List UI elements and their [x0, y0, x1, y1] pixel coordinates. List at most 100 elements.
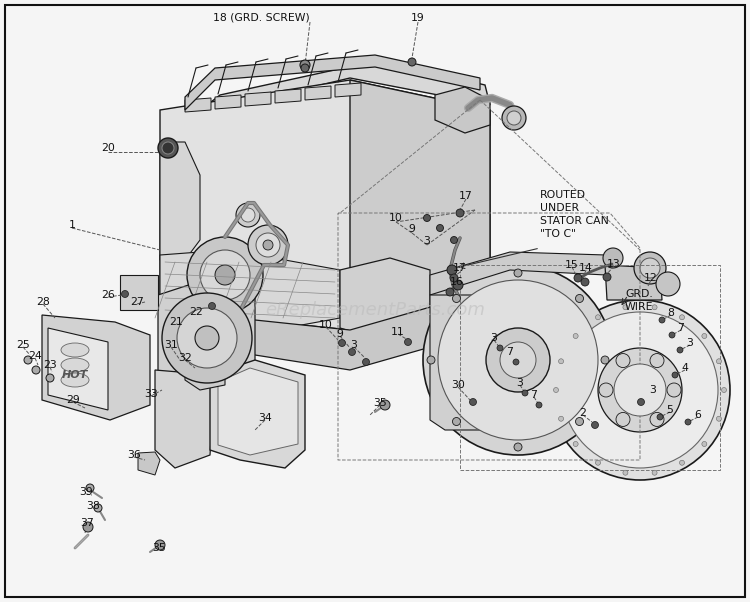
Circle shape [616, 412, 630, 426]
Text: 10: 10 [389, 213, 403, 223]
Text: 32: 32 [178, 353, 192, 363]
Circle shape [453, 280, 463, 290]
Text: ROUTED: ROUTED [540, 190, 586, 200]
Text: 3: 3 [650, 385, 656, 395]
Circle shape [599, 383, 613, 397]
Text: 3: 3 [686, 338, 694, 348]
Circle shape [667, 383, 681, 397]
Ellipse shape [61, 373, 89, 387]
Circle shape [554, 388, 559, 393]
Text: 3: 3 [424, 236, 430, 246]
Circle shape [263, 240, 273, 250]
Circle shape [596, 315, 601, 320]
Circle shape [514, 443, 522, 451]
Polygon shape [160, 80, 490, 330]
Text: WIRE: WIRE [625, 302, 653, 312]
Text: 30: 30 [451, 380, 465, 390]
Circle shape [598, 348, 682, 432]
Text: eReplacementParts.com: eReplacementParts.com [265, 301, 485, 319]
Ellipse shape [61, 343, 89, 357]
Polygon shape [350, 80, 490, 330]
Circle shape [215, 265, 235, 285]
Circle shape [486, 328, 550, 392]
Polygon shape [175, 60, 490, 142]
Text: 9: 9 [409, 224, 416, 234]
Polygon shape [155, 370, 215, 468]
Polygon shape [48, 328, 108, 410]
Polygon shape [215, 95, 241, 109]
Polygon shape [605, 265, 662, 300]
Text: 1: 1 [68, 220, 76, 230]
Circle shape [573, 334, 578, 338]
Circle shape [338, 340, 346, 347]
Text: 8: 8 [668, 308, 674, 318]
Text: 33: 33 [144, 389, 158, 399]
Polygon shape [335, 83, 361, 97]
Polygon shape [245, 92, 271, 106]
Text: STATOR CAN: STATOR CAN [540, 216, 609, 226]
Text: 3: 3 [350, 340, 358, 350]
Ellipse shape [61, 358, 89, 372]
Text: 22: 22 [189, 307, 202, 317]
Circle shape [450, 274, 458, 282]
Circle shape [451, 237, 458, 243]
Text: 7: 7 [530, 390, 538, 400]
Text: 37: 37 [80, 518, 94, 528]
Circle shape [514, 269, 522, 277]
Circle shape [716, 416, 722, 421]
Polygon shape [305, 86, 331, 100]
Circle shape [581, 278, 589, 286]
Circle shape [574, 274, 582, 282]
Text: 23: 23 [43, 360, 57, 370]
Circle shape [424, 214, 430, 222]
Circle shape [716, 359, 722, 364]
Circle shape [513, 359, 519, 365]
Circle shape [722, 388, 727, 393]
Text: 35: 35 [152, 543, 166, 553]
Text: 17: 17 [459, 191, 472, 201]
Polygon shape [185, 98, 211, 112]
Circle shape [575, 294, 584, 302]
Circle shape [507, 111, 521, 125]
Circle shape [423, 265, 613, 455]
Polygon shape [185, 55, 480, 110]
Text: 5: 5 [667, 405, 674, 415]
Circle shape [638, 399, 644, 406]
Circle shape [301, 64, 309, 72]
Circle shape [24, 356, 32, 364]
Polygon shape [435, 87, 490, 133]
Text: 4: 4 [682, 363, 688, 373]
Text: UNDER: UNDER [540, 203, 579, 213]
Circle shape [300, 60, 310, 70]
Text: 17: 17 [453, 263, 466, 273]
Circle shape [349, 349, 355, 356]
Text: 11: 11 [392, 327, 405, 337]
Circle shape [456, 209, 464, 217]
Circle shape [155, 540, 165, 550]
Circle shape [559, 359, 563, 364]
Circle shape [522, 390, 528, 396]
Circle shape [680, 461, 685, 465]
Circle shape [86, 484, 94, 492]
Circle shape [438, 280, 598, 440]
Circle shape [362, 359, 370, 365]
Text: 28: 28 [36, 297, 50, 307]
Text: 19: 19 [411, 13, 424, 23]
Text: 16: 16 [450, 277, 464, 287]
Circle shape [614, 364, 666, 416]
Circle shape [209, 302, 215, 309]
Circle shape [200, 250, 250, 300]
Text: 6: 6 [694, 410, 701, 420]
Polygon shape [138, 452, 160, 475]
Text: 7: 7 [677, 323, 685, 333]
Circle shape [452, 418, 460, 426]
Circle shape [596, 461, 601, 465]
Text: 24: 24 [28, 351, 42, 361]
Circle shape [256, 233, 280, 257]
Circle shape [436, 225, 443, 232]
Text: 34: 34 [258, 413, 272, 423]
Text: 38: 38 [86, 501, 100, 511]
Text: 35: 35 [374, 398, 387, 408]
Circle shape [248, 225, 288, 265]
Circle shape [162, 142, 174, 154]
